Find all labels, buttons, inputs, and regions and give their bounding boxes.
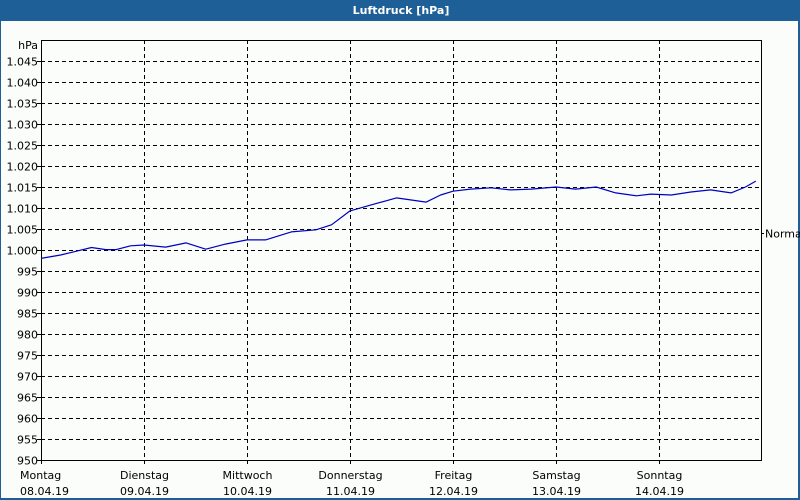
x-axis-day-label: Samstag	[532, 469, 580, 482]
y-axis-label: 960	[17, 413, 38, 426]
y-axis-label: 1.030	[7, 119, 39, 132]
y-axis-label: 1.000	[7, 245, 39, 258]
y-axis-label: 1.035	[7, 98, 39, 111]
y-axis-label: 1.010	[7, 203, 39, 216]
y-axis-label: 1.020	[7, 161, 39, 174]
x-axis-day-label: Montag	[20, 469, 61, 482]
y-axis-label: 1.025	[7, 140, 39, 153]
x-axis-day-label: Freitag	[435, 469, 473, 482]
x-axis-date-label: 14.04.19	[635, 485, 684, 498]
y-axis-label: 965	[17, 392, 38, 405]
y-axis-label: 975	[17, 350, 38, 363]
y-axis-label: 1.005	[7, 224, 39, 237]
y-axis-label: 1.045	[7, 56, 39, 69]
y-axis-label: 985	[17, 308, 38, 321]
y-axis-label: 970	[17, 371, 38, 384]
y-axis-label: 980	[17, 329, 38, 342]
y-axis-label: 995	[17, 266, 38, 279]
x-axis-day-label: Dienstag	[120, 469, 169, 482]
x-axis-date-label: 13.04.19	[532, 485, 581, 498]
reference-label: Normal	[765, 228, 800, 241]
x-axis-date-label: 11.04.19	[326, 485, 375, 498]
y-axis-label: 990	[17, 287, 38, 300]
plot-frame	[41, 40, 762, 461]
x-axis-date-label: 12.04.19	[429, 485, 478, 498]
y-axis-unit: hPa	[18, 39, 38, 52]
x-axis-day-label: Donnerstag	[318, 469, 382, 482]
x-axis-date-label: 09.04.19	[120, 485, 169, 498]
y-axis-label: 955	[17, 434, 38, 447]
x-axis-day-label: Mittwoch	[223, 469, 273, 482]
window-title: Luftdruck [hPa]	[1, 0, 800, 21]
x-axis-day-label: Sonntag	[637, 469, 683, 482]
x-axis-date-label: 10.04.19	[223, 485, 272, 498]
pressure-line	[40, 180, 757, 259]
y-axis-label: 1.015	[7, 182, 39, 195]
y-axis-label: 950	[17, 455, 38, 468]
x-axis-date-label: 08.04.19	[20, 485, 69, 498]
y-axis-label: 1.040	[7, 77, 39, 90]
